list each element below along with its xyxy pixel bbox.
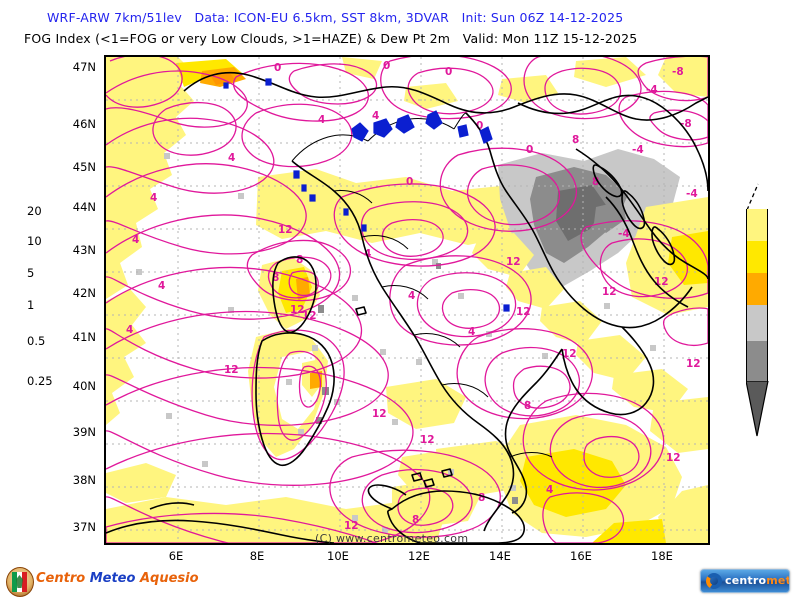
svg-text:8: 8	[412, 514, 419, 526]
svg-text:-4: -4	[632, 144, 644, 156]
logo-word-centro: Centro	[36, 571, 90, 586]
svg-text:4: 4	[372, 110, 379, 122]
lat-label-47n: 47N	[72, 60, 96, 74]
svg-text:-4: -4	[618, 228, 630, 240]
svg-text:4: 4	[546, 484, 553, 496]
lat-label-40n: 40N	[72, 379, 96, 393]
lon-label-10e: 10E	[327, 549, 349, 563]
svg-text:12: 12	[344, 520, 359, 532]
svg-text:8: 8	[592, 176, 599, 188]
svg-text:4: 4	[364, 248, 371, 260]
svg-text:12: 12	[654, 276, 669, 288]
svg-text:0: 0	[445, 66, 452, 78]
svg-text:0: 0	[476, 120, 483, 132]
field-info-title: FOG Index (<1=FOG or very Low Clouds, >1…	[24, 31, 638, 46]
svg-text:-4: -4	[686, 188, 698, 200]
colorbar-band-5	[746, 273, 768, 305]
svg-text:4: 4	[408, 290, 415, 302]
lon-label-8e: 8E	[249, 549, 265, 563]
colorbar-band-05	[746, 341, 768, 381]
lon-label-12e: 12E	[408, 549, 430, 563]
lat-label-39n: 39N	[72, 425, 96, 439]
svg-text:0: 0	[406, 176, 413, 188]
copyright-text: (C) www.centrometeo.com	[315, 532, 469, 545]
svg-text:12: 12	[224, 364, 239, 376]
svg-text:12: 12	[562, 348, 577, 360]
lat-label-38n: 38N	[72, 473, 96, 487]
lakes-and-water	[223, 78, 510, 312]
svg-text:12: 12	[516, 306, 531, 318]
logo-word-meteo: meteo	[766, 574, 789, 587]
lat-label-46n: 46N	[72, 117, 96, 131]
logo-right-text: centrometeo	[725, 574, 789, 587]
map-canvas: 0 0 0 4 4 4 4 4 4 4 12 12 8 12 1	[106, 57, 708, 543]
lat-label-37n: 37N	[72, 520, 96, 534]
colorbar-tick-20: 20	[27, 204, 42, 218]
colorbar-tick-025: 0.25	[27, 374, 53, 388]
lat-label-43n: 43N	[72, 243, 96, 257]
svg-text:12: 12	[290, 304, 305, 316]
svg-text:4: 4	[468, 326, 475, 338]
svg-text:-4: -4	[646, 84, 658, 96]
svg-text:12: 12	[602, 286, 617, 298]
svg-text:4: 4	[150, 192, 157, 204]
colorbar-bottom-arrow	[745, 380, 770, 441]
logo-left-text: Centro Meteo Aquesio	[36, 571, 199, 586]
svg-text:4: 4	[158, 280, 165, 292]
italian-flag-icon	[12, 572, 27, 592]
svg-text:12: 12	[372, 408, 387, 420]
lat-label-44n: 44N	[72, 200, 96, 214]
contour-labels: 0 0 0 4 4 4 4 4 4 4 12 12 8 12 1	[126, 60, 701, 532]
colorbar-tick-10: 10	[27, 234, 42, 248]
svg-text:8: 8	[572, 134, 579, 146]
coastlines	[106, 71, 708, 543]
logo-word-aquesio: Aquesio	[139, 571, 199, 586]
lat-label-45n: 45N	[72, 160, 96, 174]
lon-label-16e: 16E	[570, 549, 592, 563]
svg-text:-8: -8	[672, 66, 684, 78]
colorbar[interactable]	[746, 209, 768, 382]
forecast-map[interactable]: 0 0 0 4 4 4 4 4 4 4 12 12 8 12 1	[104, 55, 710, 545]
svg-text:4: 4	[132, 234, 139, 246]
centrometeo-logo[interactable]: centrometeo	[700, 569, 790, 593]
logo-word-centro: centro	[725, 574, 767, 587]
colorbar-tick-1: 1	[27, 298, 35, 312]
lon-label-18e: 18E	[651, 549, 673, 563]
svg-text:12: 12	[686, 358, 701, 370]
lat-label-41n: 41N	[72, 330, 96, 344]
colorbar-band-10	[746, 241, 768, 273]
svg-text:8: 8	[272, 272, 279, 284]
colorbar-band-20	[746, 209, 768, 241]
svg-text:12: 12	[420, 434, 435, 446]
lat-label-42n: 42N	[72, 286, 96, 300]
colorbar-band-1	[746, 305, 768, 341]
colorbar-tick-05: 0.5	[27, 334, 46, 348]
svg-text:12: 12	[666, 452, 681, 464]
dew-point-contours	[106, 57, 708, 543]
svg-text:0: 0	[526, 144, 533, 156]
map-graphics: 0 0 0 4 4 4 4 4 4 4 12 12 8 12 1	[106, 57, 708, 543]
lon-label-6e: 6E	[168, 549, 184, 563]
svg-text:-8: -8	[680, 118, 692, 130]
centro-meteo-aquesio-logo[interactable]: Centro Meteo Aquesio	[6, 566, 199, 597]
colorbar-tick-5: 5	[27, 266, 35, 280]
logo-word-meteo: Meteo	[89, 571, 140, 586]
svg-text:8: 8	[478, 492, 485, 504]
svg-text:0: 0	[274, 62, 281, 74]
svg-text:8: 8	[296, 254, 303, 266]
svg-text:4: 4	[126, 324, 133, 336]
svg-text:8: 8	[524, 400, 531, 412]
svg-text:4: 4	[228, 152, 235, 164]
svg-text:4: 4	[318, 114, 325, 126]
lon-label-14e: 14E	[489, 549, 511, 563]
svg-text:0: 0	[383, 60, 390, 72]
italian-flag-badge-icon	[6, 567, 34, 597]
svg-text:12: 12	[506, 256, 521, 268]
model-info-title: WRF-ARW 7km/51lev Data: ICON-EU 6.5km, S…	[47, 10, 624, 25]
svg-text:12: 12	[278, 224, 293, 236]
centrometeo-ring-icon	[706, 573, 722, 589]
